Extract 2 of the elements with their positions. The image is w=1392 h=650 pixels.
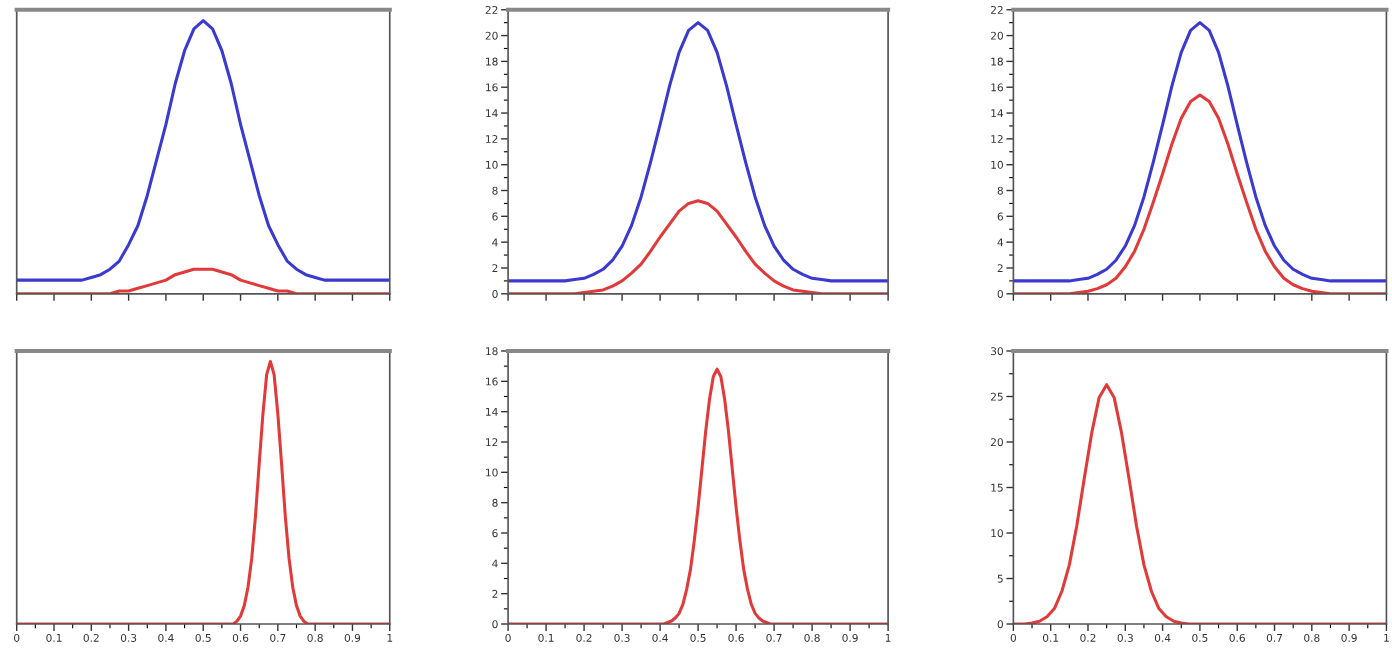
line-series <box>1013 21 1387 283</box>
line-series <box>508 21 889 283</box>
